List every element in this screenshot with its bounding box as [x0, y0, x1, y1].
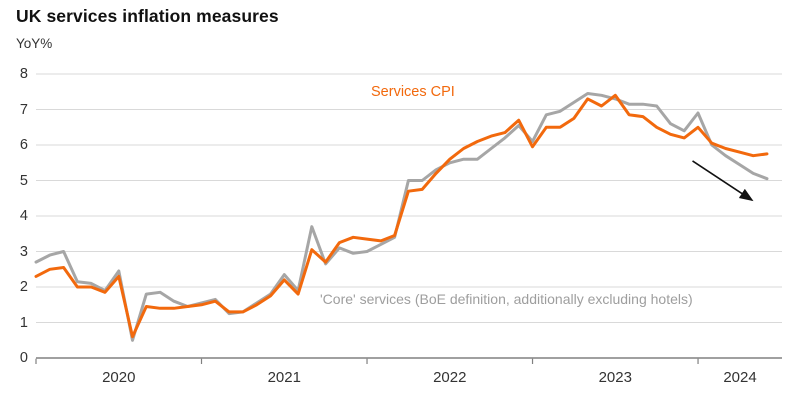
data-series: [34, 92, 769, 342]
gridlines: [36, 73, 782, 323]
x-axis: [35, 357, 782, 364]
x-tick-label-2021: 2021: [267, 369, 301, 386]
y-tick-label-0: 0: [19, 350, 28, 366]
services-cpi-series-label: Services CPI: [371, 84, 455, 100]
y-tick-label-8: 8: [19, 66, 28, 82]
y-tick-label-5: 5: [19, 172, 28, 189]
y-tick-label-7: 7: [19, 101, 28, 118]
y-tick-label-3: 3: [19, 243, 28, 260]
y-tick-label-2: 2: [19, 279, 28, 295]
x-tick-label-2023: 2023: [598, 369, 632, 386]
y-tick-label-1: 1: [19, 314, 28, 331]
x-tick-label-2020: 2020: [102, 369, 136, 386]
core-services-series-label: 'Core' services (BoE definition, additio…: [320, 291, 693, 307]
services-cpi-line: [34, 93, 769, 339]
x-tick-label-2024: 2024: [723, 369, 757, 386]
y-tick-label-4: 4: [19, 208, 28, 224]
page-title: UK services inflation measures: [16, 6, 279, 26]
y-axis-unit-label: YoY%: [16, 36, 53, 51]
downward-trend-arrow: [692, 160, 754, 202]
y-tick-label-6: 6: [19, 137, 28, 153]
trend-arrow: [692, 160, 754, 202]
x-tick-label-2022: 2022: [433, 369, 467, 386]
